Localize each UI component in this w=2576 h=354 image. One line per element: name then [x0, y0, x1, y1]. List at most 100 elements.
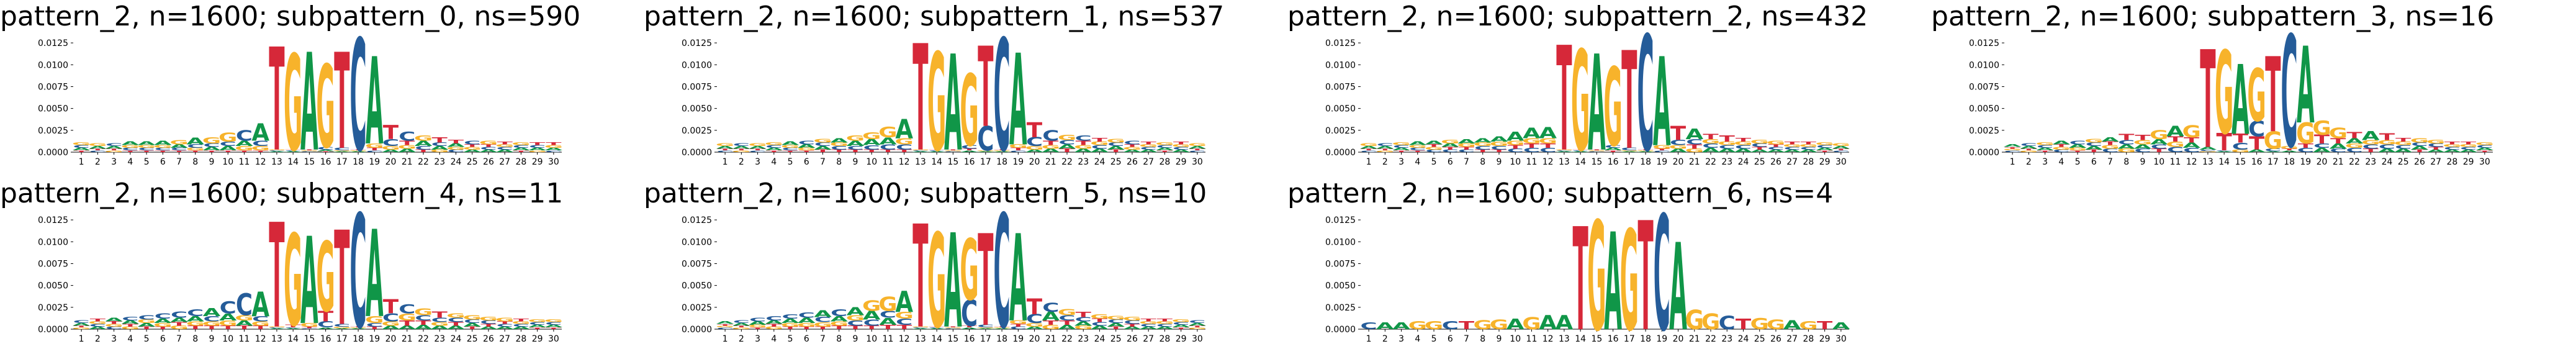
x-tick-label: 6 — [804, 157, 809, 167]
logo-letter-G: G — [2166, 140, 2184, 148]
svg-text:C: C — [717, 150, 734, 153]
logo-letter-C: C — [1670, 139, 1687, 147]
svg-text:C: C — [349, 183, 366, 354]
svg-text:T: T — [73, 325, 89, 328]
logo-letter-G: G — [797, 322, 816, 328]
x-tick-label: 16 — [320, 334, 331, 344]
logo-letter-C: C — [106, 143, 122, 147]
svg-text:A: A — [1091, 148, 1109, 153]
logo-letter-A: A — [1523, 125, 1541, 142]
svg-text:C: C — [814, 316, 831, 324]
svg-text:A: A — [2004, 143, 2022, 148]
svg-text:C: C — [2199, 149, 2216, 152]
logo-letter-G: G — [2101, 144, 2119, 150]
logo-letter-A: A — [300, 25, 318, 181]
svg-text:T: T — [2428, 147, 2444, 151]
logo-letter-C: C — [2476, 145, 2493, 149]
svg-text:A: A — [73, 322, 91, 327]
logo-letter-A: A — [2362, 129, 2380, 143]
x-tick-label: 19 — [369, 334, 380, 344]
y-tick-label: 0.0125 — [682, 216, 712, 225]
svg-text:A: A — [366, 32, 384, 172]
x-tick-label: 6 — [1448, 157, 1453, 167]
logo-letter-A: A — [1621, 151, 1639, 152]
logo-letter-A: A — [749, 145, 767, 150]
x-tick-label: 23 — [434, 334, 445, 344]
svg-text:G: G — [1074, 144, 1092, 150]
logo-letter-A: A — [2020, 145, 2038, 150]
logo-letter-A: A — [1408, 141, 1426, 147]
x-tick-label: 27 — [2430, 157, 2441, 167]
logo-letter-T: T — [799, 326, 814, 330]
svg-text:A: A — [219, 145, 237, 152]
svg-text:C: C — [1767, 147, 1784, 151]
logo-letter-G: G — [235, 145, 253, 152]
svg-text:T: T — [1703, 133, 1719, 141]
x-tick-label: 23 — [1078, 334, 1089, 344]
logo-letter-A: A — [863, 137, 881, 147]
logo-letter-T: T — [73, 150, 89, 153]
x-tick-label: 30 — [1192, 157, 1203, 167]
svg-text:C: C — [1784, 147, 1801, 151]
logo-letter-T: T — [1475, 149, 1490, 153]
svg-text:C: C — [1361, 320, 1377, 332]
logo-letter-T: T — [171, 150, 187, 153]
svg-text:G: G — [169, 139, 188, 146]
svg-text:T: T — [464, 326, 480, 330]
x-tick-label: 29 — [1819, 334, 1831, 344]
x-tick-label: 19 — [369, 157, 380, 167]
logo-letter-C: C — [1058, 139, 1075, 146]
logo-letter-G: G — [1058, 134, 1076, 142]
logo-letter-T: T — [1736, 137, 1752, 143]
logo-letter-T: T — [1443, 147, 1458, 151]
logo-letter-A: A — [1506, 316, 1524, 333]
x-tick-label: 12 — [1542, 334, 1554, 344]
svg-text:T: T — [1556, 17, 1572, 184]
svg-text:C: C — [2020, 143, 2037, 147]
svg-text:G: G — [1009, 143, 1027, 149]
x-tick-label: 20 — [1029, 334, 1040, 344]
svg-text:G: G — [1188, 327, 1207, 330]
x-tick-label: 22 — [418, 157, 429, 167]
logo-letter-G: G — [72, 327, 91, 330]
logo-letter-A: A — [1669, 218, 1687, 354]
logo-letter-T: T — [2314, 132, 2330, 146]
logo-letter-T: T — [432, 136, 448, 144]
logo-letter-T: T — [1817, 150, 1832, 153]
logo-letter-G: G — [365, 314, 384, 325]
logo-letter-G: G — [1522, 137, 1541, 145]
logo-letter-T: T — [1703, 133, 1719, 141]
logo-letter-T: T — [1173, 141, 1189, 145]
logo-letter-A: A — [333, 151, 352, 152]
x-tick-label: 5 — [144, 334, 150, 344]
svg-text:G: G — [1139, 320, 1158, 325]
svg-text:A: A — [993, 328, 1012, 329]
svg-text:C: C — [1832, 150, 1849, 153]
logo-letter-A: A — [1025, 149, 1043, 153]
svg-text:G: G — [316, 223, 335, 334]
x-tick-label: 10 — [866, 157, 877, 167]
logo-letter-C: C — [529, 322, 546, 326]
logo-letter-A: A — [2459, 149, 2477, 153]
svg-text:C: C — [831, 307, 847, 319]
svg-text:C: C — [155, 312, 171, 320]
logo-letter-A: A — [2182, 142, 2201, 150]
svg-text:G: G — [1025, 145, 1043, 151]
svg-text:T: T — [815, 149, 831, 153]
logo-letter-G: G — [1652, 144, 1671, 150]
svg-text:C: C — [863, 318, 880, 328]
svg-text:T: T — [766, 324, 781, 328]
y-tick-label: 0.0000 — [682, 148, 712, 158]
svg-text:T: T — [978, 24, 993, 152]
logo-letter-C: C — [1124, 320, 1140, 325]
logo-letter-T: T — [383, 122, 399, 144]
logo-letter-C: C — [1156, 324, 1173, 328]
logo-letter-T: T — [2168, 135, 2184, 143]
logo-letter-T: T — [1059, 319, 1075, 326]
logo-letter-G: G — [2361, 139, 2380, 146]
svg-text:G: G — [1603, 45, 1622, 171]
logo-letter-C: C — [2297, 147, 2314, 153]
logo-letter-A: A — [73, 322, 91, 327]
logo-letter-G: G — [430, 149, 449, 153]
svg-text:G: G — [878, 124, 897, 141]
